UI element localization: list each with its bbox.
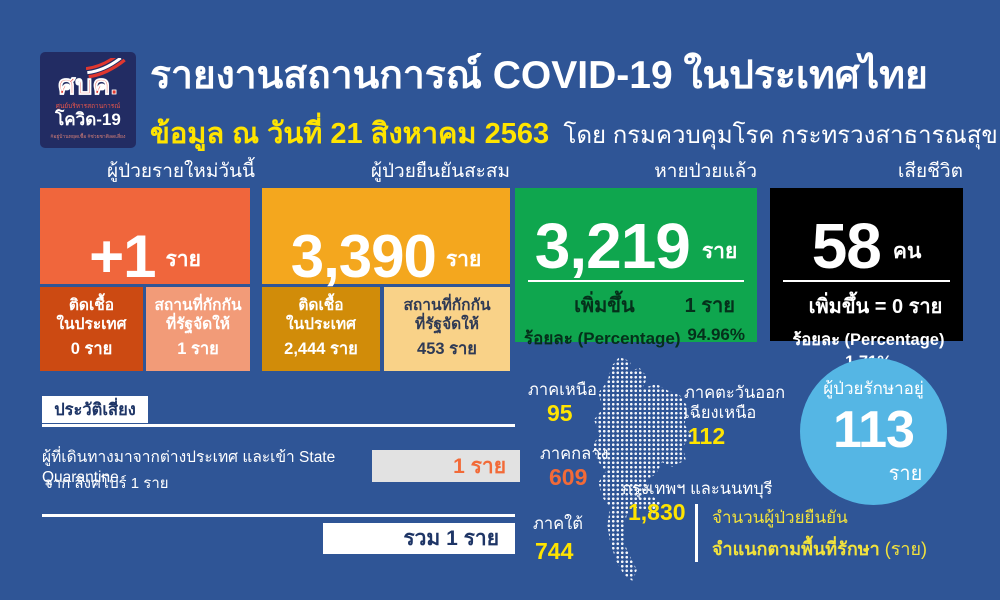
new-cases-value: +1 [89,222,156,290]
recovered-unit: ราย [701,240,738,263]
deaths-card-header: เสียชีวิต [897,161,963,182]
map-caption-line1: จำนวนผู้ป่วยยืนยัน [712,507,848,527]
new-cases-unit: ราย [165,248,201,271]
recovered-card-header: หายป่วยแล้ว [654,161,757,182]
region-south-name: ภาคใต้ [533,515,583,533]
ccsa-logo: ศบค. ศูนย์บริหารสถานการณ์ โควิด-19 #อยู่… [40,52,136,148]
map-caption: จำนวนผู้ป่วยยืนยัน จำแนกตามพื้นที่รักษา(… [695,504,927,562]
region-central-name: ภาคกลาง [540,445,609,463]
region-central-value: 609 [549,464,588,490]
region-northeast-name-line1: ภาคตะวันออก [684,384,786,402]
map-caption-line2-unit: (ราย) [884,538,928,559]
deaths-unit: คน [892,240,922,263]
in-treatment-unit: ราย [888,463,923,485]
label: ในประเทศ [56,316,127,334]
logo-hashtags: #อยู่บ้านหยุดเชื้อ #ช่วยชาติลดเสี่ยง [50,133,126,140]
region-north-name: ภาคเหนือ [528,381,597,399]
data-source-label: โดย กรมควบคุมโรค กระทรวงสาธารณสุข [563,122,998,149]
page-subtitle: ข้อมูล ณ วันที่ 21 สิงหาคม 2563 โดย กรมค… [150,110,998,156]
cumulative-card: 3,390 ราย [262,188,510,290]
region-northeast-name-line2: เฉียงเหนือ [684,403,757,422]
divider [42,514,515,517]
label: สถานที่กักกัน [403,297,491,314]
value: 0 ราย [70,340,113,358]
recovered-pct-value: 94.96% [687,325,745,344]
divider [528,280,744,282]
risk-item-text: ผู้ที่เดินทางมาจากต่างประเทศ และเข้า Sta… [42,449,336,486]
cumulative-unit: ราย [445,248,482,271]
cumulative-card-header: ผู้ป่วยยืนยันสะสม [370,161,510,182]
map-caption-line2: จำแนกตามพื้นที่รักษา (ราย) [712,534,927,563]
recovered-increase-value: 1 ราย [684,295,735,317]
in-treatment-circle: ผู้ป่วยรักษาอยู่ 113 ราย [800,358,947,505]
deaths-value: 58 [811,210,882,283]
cumulative-domestic-box: ติดเชื้อ ในประเทศ 2,444 ราย [262,287,380,371]
new-cases-card: +1 ราย [40,188,250,290]
label: สถานที่กักกัน [154,297,242,314]
in-treatment-label: ผู้ป่วยรักษาอยู่ [823,379,924,398]
label: ที่รัฐจัดให้ [414,316,480,334]
new-cases-quarantine-box: สถานที่กักกัน ที่รัฐจัดให้ 1 ราย [146,287,250,371]
logo-org-name: ศูนย์บริหารสถานการณ์ [55,103,121,110]
in-treatment-value: 113 [833,401,915,459]
map-caption-line2-bold: จำแนกตามพื้นที่รักษา [712,538,880,559]
risk-item-detail: จาก สิงคโปร์ 1 ราย [44,475,169,492]
logo-abbr: ศบค. [58,70,119,100]
label: ในประเทศ [285,316,356,334]
risk-item-value-box: 1 ราย [372,450,520,482]
label: ติดเชื้อ [68,297,115,314]
risk-total-box: รวม 1 ราย [323,523,515,554]
deaths-card: 58 คน เพิ่มขึ้น = 0 ราย ร้อยละ (Percenta… [770,188,963,371]
logo-covid-label: โควิด-19 [55,110,121,129]
deaths-increase-line: เพิ่มขึ้น = 0 ราย [808,296,943,318]
label: ที่รัฐจัดให้ [165,316,231,334]
recovered-card: 3,219 ราย เพิ่มขึ้น 1 ราย ร้อยละ (Percen… [515,188,757,348]
region-bangkok-name: กรุงเทพฯ และนนทบุรี [622,480,773,498]
page-title: รายงานสถานการณ์ COVID-19 ในประเทศไทย [150,54,928,97]
divider [42,424,515,427]
region-northeast-value: 112 [688,423,726,449]
value: 453 ราย [417,340,477,358]
data-date-label: ข้อมูล ณ วันที่ 21 สิงหาคม 2563 [150,118,550,150]
region-south-value: 744 [535,538,574,564]
value: 2,444 ราย [284,340,358,358]
recovered-pct-label: ร้อยละ (Percentage) [524,329,681,348]
recovered-increase-label: เพิ่มขึ้น [574,295,635,317]
cumulative-quarantine-box: สถานที่กักกัน ที่รัฐจัดให้ 453 ราย [384,287,510,371]
region-north-value: 95 [547,400,573,426]
recovered-value: 3,219 [534,210,691,283]
risk-history-title: ประวัติเสี่ยง [42,396,148,423]
new-cases-card-header: ผู้ป่วยรายใหม่วันนี้ [107,161,255,182]
label: ติดเชื้อ [298,297,344,314]
thai-flag-swoosh-icon [85,55,126,83]
region-northeast-name: ภาคตะวันออก เฉียงเหนือ [684,384,785,424]
region-bangkok-value: 1,830 [628,499,686,525]
new-cases-domestic-box: ติดเชื้อ ในประเทศ 0 ราย [40,287,143,371]
cumulative-value: 3,390 [290,222,437,290]
value: 1 ราย [177,340,219,358]
divider [783,280,950,282]
